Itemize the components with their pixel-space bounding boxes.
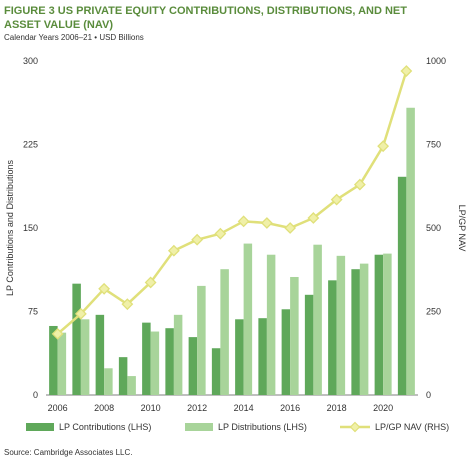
legend-contributions-label: LP Contributions (LHS) — [59, 422, 151, 432]
legend-nav-label: LP/GP NAV (RHS) — [375, 422, 449, 432]
bar-contribution-2018 — [328, 280, 337, 395]
bar-distribution-2010 — [150, 331, 160, 395]
nav-point-2010 — [144, 276, 157, 289]
left-tick-label: 225 — [23, 140, 38, 150]
bar-layer — [49, 107, 415, 395]
nav-point-2014 — [237, 215, 250, 228]
bar-contribution-2012 — [188, 337, 198, 395]
nav-point-2020 — [377, 140, 390, 153]
nav-point-2006 — [51, 327, 64, 340]
bar-distribution-2019 — [359, 263, 369, 395]
x-tick-label: 2006 — [48, 403, 68, 413]
bar-contribution-2015 — [258, 318, 267, 395]
left-axis-title: LP Contributions and Distributions — [5, 160, 15, 296]
bar-distribution-2006 — [57, 332, 67, 395]
left-tick-label: 75 — [28, 307, 38, 317]
x-tick-label: 2016 — [280, 403, 300, 413]
bar-distribution-2021 — [406, 107, 415, 395]
bar-distribution-2012 — [197, 285, 206, 395]
nav-point-2016 — [284, 222, 297, 234]
bar-distribution-2020 — [383, 253, 392, 395]
bar-contribution-2011 — [165, 328, 174, 395]
legend-distributions-label: LP Distributions (LHS) — [218, 422, 307, 432]
right-tick-label: 250 — [426, 307, 441, 317]
nav-point-2013 — [214, 227, 227, 240]
x-tick-label: 2012 — [187, 403, 207, 413]
bar-contribution-2010 — [142, 322, 151, 395]
x-tick-label: 2010 — [141, 403, 161, 413]
bar-distribution-2017 — [313, 244, 322, 395]
plot-area: 0 75 150 225 300 0 250 500 750 1000 2006 2008 2010… — [5, 56, 467, 413]
legend: LP Contributions (LHS) LP Distributions (… — [26, 421, 449, 433]
right-axis-ticks: 0 250 500 750 1000 — [426, 56, 446, 400]
right-tick-label: 750 — [426, 140, 441, 150]
bar-contribution-2021 — [397, 176, 407, 395]
bar-distribution-2008 — [104, 368, 113, 395]
bar-contribution-2007 — [72, 283, 81, 395]
nav-point-2008 — [98, 282, 111, 295]
chart-title: FIGURE 3 US PRIVATE EQUITY CONTRIBUTIONS… — [4, 5, 407, 31]
bar-contribution-2013 — [211, 348, 221, 395]
bar-distribution-2013 — [220, 269, 229, 395]
bar-contribution-2017 — [304, 294, 314, 395]
nav-series-line — [56, 70, 408, 335]
nav-point-2021 — [400, 65, 413, 77]
nav-point-2007 — [74, 307, 87, 320]
bar-contribution-2016 — [281, 309, 291, 395]
legend-distributions-swatch — [185, 423, 213, 431]
left-axis-ticks: 0 75 150 225 300 — [23, 56, 38, 400]
right-tick-label: 500 — [426, 223, 441, 233]
bar-contribution-2009 — [118, 357, 128, 395]
bar-contribution-2020 — [374, 254, 384, 395]
bar-distribution-2011 — [173, 314, 183, 395]
bar-contribution-2014 — [235, 319, 244, 395]
nav-point-2019 — [353, 178, 366, 191]
nav-point-2012 — [191, 233, 204, 246]
bar-contribution-2019 — [351, 269, 360, 395]
left-tick-label: 0 — [33, 390, 38, 400]
right-tick-label: 0 — [426, 390, 431, 400]
nav-point-2011 — [167, 244, 180, 257]
x-axis-ticks: 2006 2008 2010 2012 2014 2016 2018 2020 — [48, 403, 394, 413]
bar-distribution-2015 — [266, 254, 276, 395]
nav-point-2018 — [330, 193, 343, 206]
bar-distribution-2018 — [336, 255, 346, 395]
bar-distribution-2007 — [80, 319, 90, 395]
right-axis-title: LP/GP NAV — [457, 205, 467, 252]
legend-contributions-swatch — [26, 423, 54, 431]
chart-subtitle: Calendar Years 2006–21 • USD Billions — [4, 33, 144, 42]
right-tick-label: 1000 — [426, 56, 446, 66]
legend-nav-marker — [349, 421, 361, 433]
nav-point-2017 — [307, 212, 320, 224]
left-tick-label: 150 — [23, 223, 38, 233]
x-tick-label: 2014 — [234, 403, 254, 413]
x-tick-label: 2008 — [94, 403, 114, 413]
nav-point-2009 — [121, 298, 134, 311]
bar-contribution-2008 — [95, 314, 105, 395]
source-note: Source: Cambridge Associates LLC. — [4, 448, 133, 457]
bar-distribution-2014 — [243, 243, 253, 395]
bar-distribution-2009 — [127, 376, 136, 395]
bar-distribution-2016 — [290, 276, 299, 395]
bar-contribution-2006 — [49, 325, 58, 395]
nav-point-2015 — [260, 217, 273, 229]
nav-line-layer — [51, 65, 413, 340]
x-tick-label: 2020 — [373, 403, 393, 413]
x-tick-label: 2018 — [327, 403, 347, 413]
left-tick-label: 300 — [23, 56, 38, 66]
